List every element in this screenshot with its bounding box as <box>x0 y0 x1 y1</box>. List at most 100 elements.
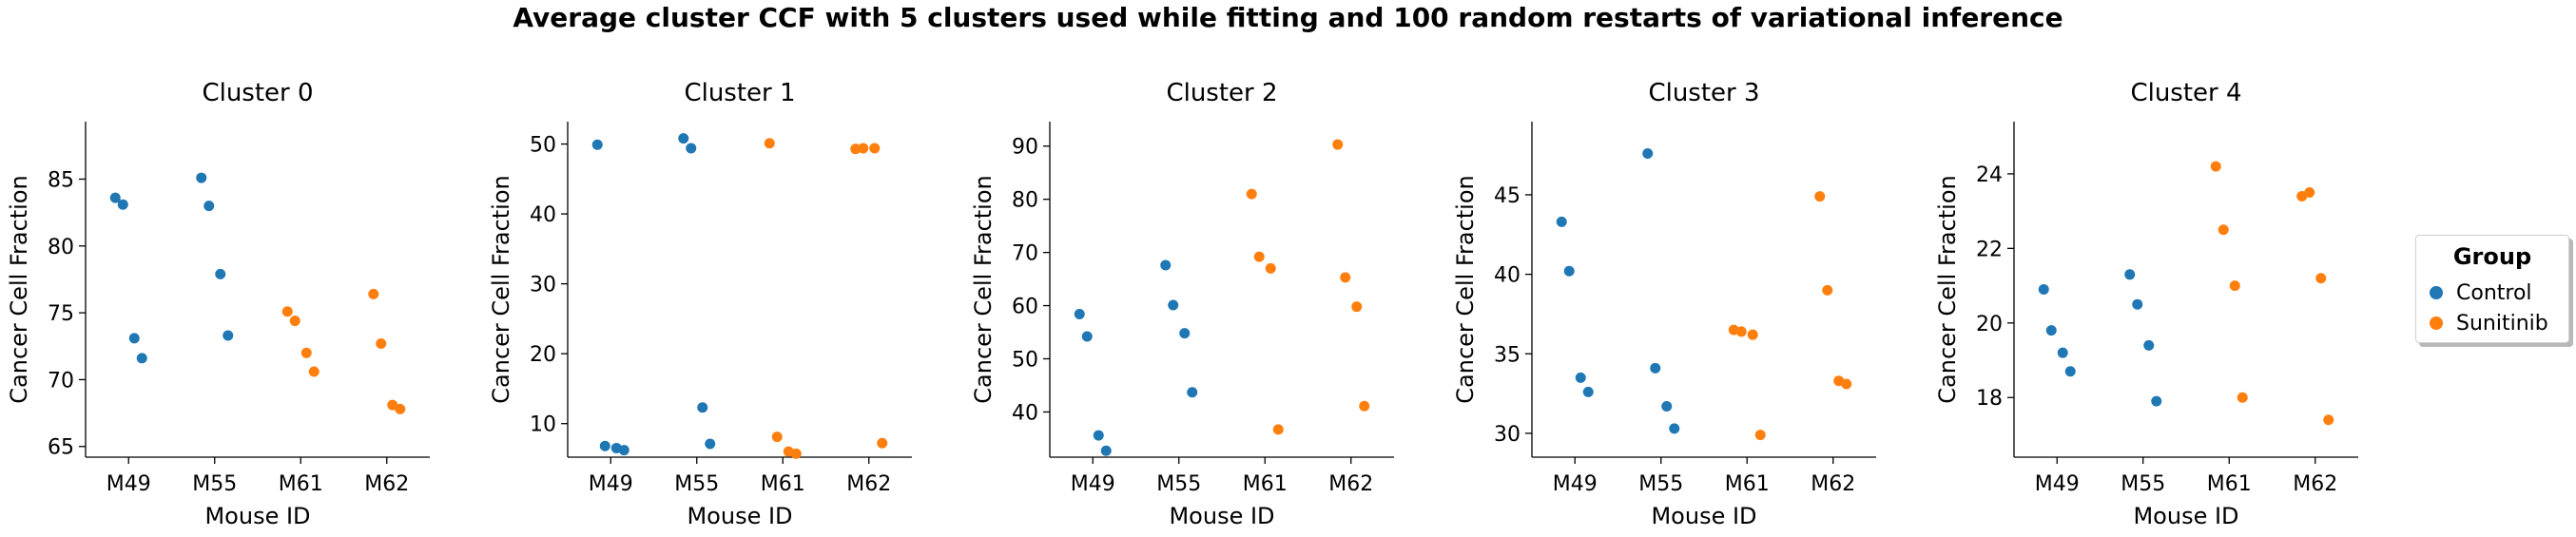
data-point <box>2237 392 2248 403</box>
data-point <box>1100 445 1112 456</box>
data-point <box>850 144 862 155</box>
data-point <box>2315 273 2327 284</box>
data-point <box>1359 400 1370 412</box>
data-point <box>1754 430 1766 441</box>
y-axis-label: Cancer Cell Fraction <box>1934 175 1961 403</box>
legend-title: Group <box>2452 243 2532 270</box>
data-point <box>1575 372 1586 383</box>
data-point <box>1332 139 1344 150</box>
data-point <box>1735 326 1747 337</box>
data-point <box>2045 325 2057 336</box>
x-axis-label: Mouse ID <box>2133 503 2238 529</box>
data-point <box>697 402 708 413</box>
x-axis-label: Mouse ID <box>204 503 310 529</box>
y-tick-label: 30 <box>1494 423 1520 447</box>
x-axis-label: Mouse ID <box>1651 503 1756 529</box>
subplot-title: Cluster 3 <box>1648 79 1759 107</box>
data-point <box>2210 161 2221 172</box>
data-point <box>196 172 207 183</box>
x-tick-label: M62 <box>2293 472 2337 496</box>
legend-label-sunitinib: Sunitinib <box>2456 311 2548 336</box>
data-point <box>1187 387 1198 398</box>
data-point <box>1650 362 1661 374</box>
y-tick-label: 70 <box>48 369 74 393</box>
y-tick-label: 18 <box>1976 387 2003 411</box>
legend-marker-control <box>2430 286 2443 299</box>
x-tick-label: M61 <box>1243 472 1288 496</box>
data-point <box>771 432 783 443</box>
data-point <box>1669 423 1680 434</box>
y-tick-label: 80 <box>1012 189 1038 213</box>
data-point <box>1246 188 1257 200</box>
data-point <box>2038 284 2049 295</box>
y-tick-label: 10 <box>530 413 556 437</box>
legend: Group Control Sunitinib <box>2415 235 2569 343</box>
data-point <box>2064 366 2076 377</box>
data-point <box>1351 301 1363 313</box>
data-point <box>1556 216 1567 227</box>
data-point <box>2151 395 2162 407</box>
data-point <box>2057 347 2068 358</box>
data-point <box>2323 414 2334 426</box>
y-tick-label: 50 <box>530 134 556 158</box>
data-point <box>215 268 226 279</box>
data-point <box>1563 265 1575 277</box>
data-point <box>300 347 312 358</box>
x-tick-label: M55 <box>2121 472 2165 496</box>
data-point <box>1081 331 1093 342</box>
data-point <box>869 143 881 154</box>
x-axis-label: Mouse ID <box>1169 503 1274 529</box>
data-point <box>2304 187 2315 199</box>
y-tick-label: 30 <box>530 274 556 297</box>
data-point <box>128 333 140 344</box>
data-point <box>1642 147 1654 159</box>
data-point <box>858 143 869 154</box>
x-tick-label: M61 <box>1725 472 1770 496</box>
y-tick-label: 85 <box>48 168 74 192</box>
y-axis-label: Cancer Cell Fraction <box>970 175 997 403</box>
data-point <box>678 133 689 144</box>
x-tick-label: M49 <box>107 472 151 496</box>
data-point <box>1814 191 1826 202</box>
x-tick-label: M61 <box>2207 472 2252 496</box>
data-point <box>281 306 293 317</box>
data-point <box>1661 400 1673 412</box>
y-tick-label: 60 <box>1012 296 1038 319</box>
data-point <box>1160 259 1172 271</box>
data-point <box>2124 269 2136 280</box>
y-tick-label: 90 <box>1012 136 1038 160</box>
data-point <box>2218 224 2229 236</box>
data-point <box>1841 378 1852 390</box>
data-point <box>136 353 147 364</box>
y-tick-label: 50 <box>1012 349 1038 373</box>
y-tick-label: 20 <box>530 343 556 367</box>
x-tick-label: M49 <box>1071 472 1115 496</box>
data-point <box>1265 262 1276 274</box>
y-tick-label: 70 <box>1012 242 1038 266</box>
x-tick-label: M49 <box>589 472 633 496</box>
y-tick-label: 40 <box>530 203 556 227</box>
x-tick-label: M62 <box>846 472 891 496</box>
y-tick-label: 20 <box>1976 313 2003 336</box>
legend-item-sunitinib: Sunitinib <box>2430 309 2548 337</box>
data-point <box>2132 298 2143 310</box>
y-tick-label: 75 <box>48 302 74 326</box>
x-axis-label: Mouse ID <box>687 503 792 529</box>
data-point <box>1093 430 1104 441</box>
data-point <box>109 192 121 203</box>
data-point <box>1168 299 1179 311</box>
y-axis-label: Cancer Cell Fraction <box>6 175 32 403</box>
data-point <box>2143 339 2155 351</box>
y-axis-label: Cancer Cell Fraction <box>488 175 514 403</box>
x-tick-label: M55 <box>674 472 719 496</box>
data-point <box>618 445 629 456</box>
data-point <box>1822 284 1833 296</box>
x-tick-label: M62 <box>1328 472 1373 496</box>
data-point <box>764 138 775 149</box>
data-point <box>117 199 128 210</box>
y-tick-label: 40 <box>1494 264 1520 288</box>
data-point <box>1253 251 1265 262</box>
x-tick-label: M55 <box>1156 472 1201 496</box>
data-point <box>1179 328 1191 339</box>
